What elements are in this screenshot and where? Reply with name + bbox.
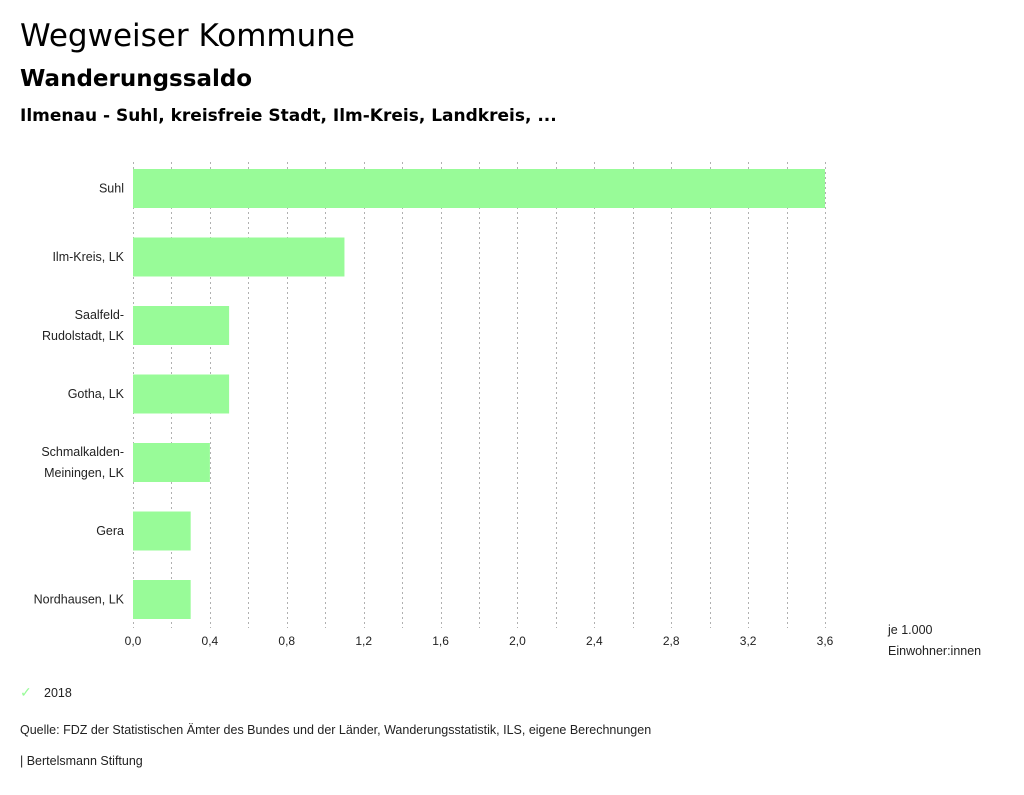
source-note: Quelle: FDZ der Statistischen Ämter des …: [20, 723, 652, 737]
bar[interactable]: [133, 443, 210, 482]
category-label: Suhl: [99, 182, 124, 196]
x-tick-label: 0,4: [202, 634, 219, 648]
legend-item-2018[interactable]: ✓ 2018: [20, 684, 72, 701]
x-axis-unit-line-1: je 1.000: [888, 623, 933, 637]
x-tick-label: 2,0: [509, 634, 526, 648]
x-tick-label: 2,4: [586, 634, 603, 648]
bar[interactable]: [133, 306, 230, 345]
grid-lines: [133, 162, 826, 628]
x-tick-label: 1,2: [355, 634, 372, 648]
category-labels: Suhl Ilm-Kreis, LK Saalfeld- Rudolstadt, LK…: [34, 182, 125, 607]
x-tick-label: 2,8: [663, 634, 680, 648]
x-axis-ticks: 0,0 0,4 0,8 1,2 1,6 2,0 2,4 2,8 3,2 3,6: [125, 634, 834, 648]
category-label: Gera: [96, 524, 124, 538]
x-axis-unit-label: je 1.000 Einwohner:innen: [888, 620, 981, 662]
x-tick-label: 3,6: [817, 634, 834, 648]
bars: [133, 169, 825, 619]
category-label: Nordhausen, LK: [34, 593, 125, 607]
bar-chart: Suhl Ilm-Kreis, LK Saalfeld- Rudolstadt, LK…: [34, 162, 834, 648]
x-tick-label: 0,0: [125, 634, 142, 648]
credit-note: | Bertelsmann Stiftung: [20, 754, 143, 768]
category-label: Gotha, LK: [68, 387, 125, 401]
legend-label: 2018: [44, 685, 72, 700]
x-tick-label: 1,6: [432, 634, 449, 648]
bar[interactable]: [133, 374, 230, 414]
category-label: Meiningen, LK: [44, 466, 125, 480]
page-title: Wegweiser Kommune: [20, 18, 355, 54]
bar[interactable]: [133, 580, 191, 619]
category-label: Ilm-Kreis, LK: [52, 250, 124, 264]
bar[interactable]: [133, 237, 345, 277]
x-tick-label: 0,8: [278, 634, 295, 648]
category-label: Schmalkalden-: [41, 445, 124, 459]
check-icon: ✓: [20, 684, 32, 700]
bar[interactable]: [133, 169, 825, 208]
x-axis-unit-line-2: Einwohner:innen: [888, 644, 982, 658]
category-label: Rudolstadt, LK: [42, 329, 125, 343]
category-label: Saalfeld-: [75, 308, 124, 322]
region-selection: Ilmenau - Suhl, kreisfreie Stadt, Ilm-Kr…: [20, 106, 557, 126]
x-tick-label: 3,2: [740, 634, 757, 648]
chart-subtitle: Wanderungssaldo: [20, 66, 253, 92]
bar[interactable]: [133, 511, 191, 551]
